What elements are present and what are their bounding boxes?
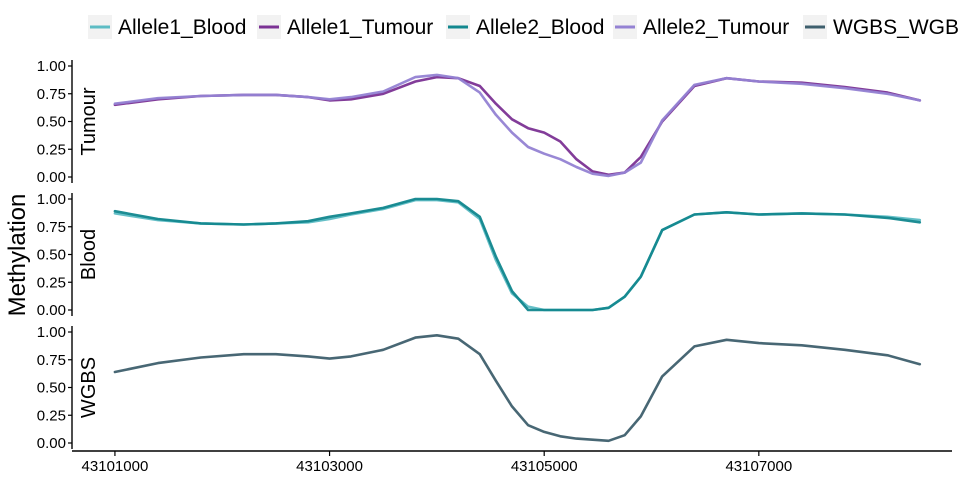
legend-label: Allele1_Tumour	[287, 16, 433, 39]
y-tick-label: 0.75	[37, 352, 66, 369]
panel-strip-label: Blood	[78, 229, 100, 280]
panel-strip-label: Tumour	[78, 87, 100, 156]
panel-strip-label: WGBS	[78, 357, 100, 418]
y-tick-label: 0.75	[37, 86, 66, 103]
y-tick-label: 0.25	[37, 407, 66, 424]
legend-label: Allele2_Blood	[476, 16, 604, 39]
series-line-allele1-blood	[113, 198, 922, 312]
panel-blood: 0.00 0.25 0.50 0.75 1.00 Blood	[37, 191, 922, 319]
y-tick-label: 0.75	[37, 219, 66, 236]
panel-wgbs: 0.00 0.25 0.50 0.75 1.00 WGBS	[37, 324, 922, 452]
x-axis: 43101000 43103000 43105000 43107000	[72, 450, 952, 475]
series-line-allele1-tumour	[113, 75, 922, 177]
series-line-wgbs-wgbs	[113, 333, 922, 443]
series-line-allele2-tumour	[113, 73, 922, 178]
y-tick-label: 0.00	[37, 169, 66, 186]
y-axis-title: Methylation	[4, 194, 31, 317]
x-tick-label: 43101000	[82, 458, 149, 475]
y-tick-label: 1.00	[37, 191, 66, 208]
y-tick-label: 0.00	[37, 302, 66, 319]
panels: 0.000.250.500.751.00Tumour0.000.250.500.…	[37, 58, 922, 452]
x-tick-label: 43103000	[296, 458, 363, 475]
y-tick-label: 0.25	[37, 274, 66, 291]
y-tick-label: 1.00	[37, 324, 66, 341]
y-tick-label: 0.50	[37, 247, 66, 264]
legend-label: Allele1_Blood	[118, 16, 246, 39]
x-tick-label: 43105000	[511, 458, 578, 475]
y-tick-label: 0.50	[37, 380, 66, 397]
y-tick-label: 0.25	[37, 141, 66, 158]
legend: Allele1_Blood Allele1_Tumour Allele2_Blood…	[88, 15, 960, 39]
y-tick-label: 0.50	[37, 114, 66, 131]
panel-tumour: 0.00 0.25 0.50 0.75 1.00 Tumour	[37, 58, 922, 186]
legend-label: Allele2_Tumour	[643, 16, 789, 39]
series-line-allele2-blood	[113, 197, 922, 312]
legend-label: WGBS_WGBS	[833, 16, 960, 39]
y-tick-label: 1.00	[37, 58, 66, 75]
x-tick-label: 43107000	[725, 458, 792, 475]
y-tick-label: 0.00	[37, 435, 66, 452]
